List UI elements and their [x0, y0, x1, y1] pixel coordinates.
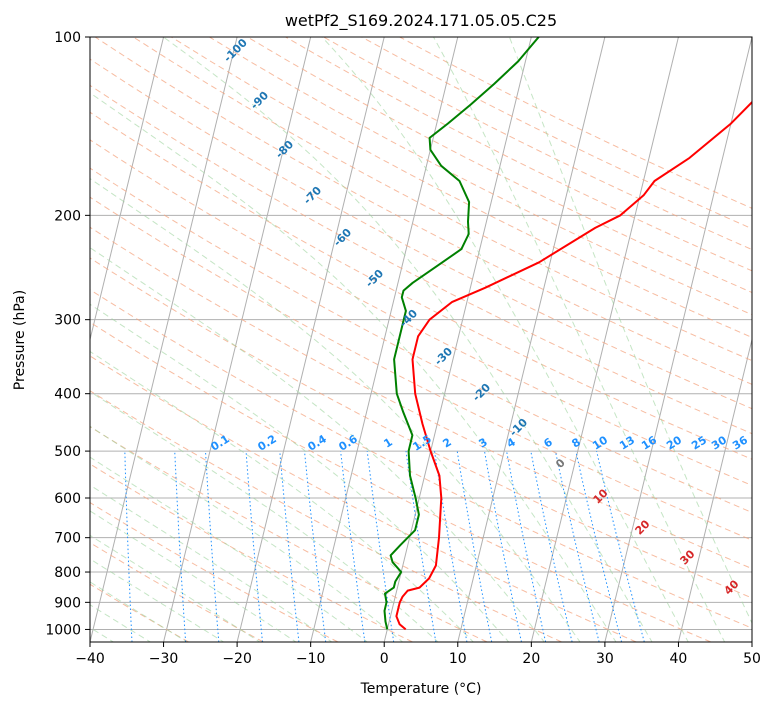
x-tick-label: −20 [222, 651, 252, 667]
dry-adiabat-line [132, 37, 752, 362]
dry-adiabat-line [90, 355, 637, 642]
x-tick-label: 50 [743, 651, 761, 667]
isotherm-line [604, 37, 752, 642]
mixing-ratio-line [304, 451, 327, 642]
y-tick-label: 1000 [45, 622, 81, 638]
dry-adiabat-line [90, 111, 752, 460]
x-tick-label: 0 [380, 651, 389, 667]
mixing-ratio-line [456, 451, 493, 642]
x-tick-label: 10 [449, 651, 467, 667]
x-tick-label: −40 [75, 651, 105, 667]
moist-adiabat-line [90, 390, 439, 642]
dry-adiabat-line [90, 58, 752, 410]
dry-adiabat-line [90, 196, 752, 541]
dry-adiabat-line [90, 463, 413, 642]
x-tick-label: −10 [296, 651, 326, 667]
moist-adiabat-line [90, 247, 545, 642]
x-axis-label: Temperature (°C) [360, 681, 482, 697]
dry-adiabat-line [90, 321, 711, 642]
y-tick-label: 800 [54, 565, 81, 581]
background-reference-lines [90, 37, 752, 642]
x-tick-label: 20 [522, 651, 540, 667]
y-tick-label: 300 [54, 313, 81, 329]
dewpoint-profile-line [383, 37, 540, 630]
x-tick-label: 40 [670, 651, 688, 667]
y-tick-label: 700 [54, 531, 81, 547]
axis-ticks: −40 −30 −20 −10 0 10 20 30 40 50 100 200 300 400 500 60… [45, 30, 761, 667]
moist-adiabat-line [90, 484, 333, 642]
moist-adiabat-line [90, 456, 369, 642]
dry-adiabat-line [90, 226, 752, 570]
sounding-profiles [383, 37, 752, 631]
mixing-ratio-line [366, 451, 395, 642]
mixing-ratio-line [530, 451, 573, 642]
dry-adiabat-line [247, 37, 752, 294]
isotherm-line [677, 337, 752, 642]
y-axis-label: Pressure (hPa) [12, 290, 28, 390]
isotherm-line [530, 37, 679, 642]
mixing-ratio-line [506, 451, 547, 642]
dry-adiabat-line [90, 167, 752, 514]
isotherm-line [236, 37, 385, 642]
x-tick-label: −30 [149, 651, 179, 667]
dry-adiabat-line [90, 390, 562, 642]
mixing-ratio-line [596, 450, 645, 642]
mixing-ratio-line [245, 451, 263, 642]
y-tick-label: 100 [54, 30, 81, 46]
y-tick-label: 500 [54, 444, 81, 460]
moist-adiabat-line [433, 37, 726, 642]
y-tick-label: 400 [54, 387, 81, 403]
mixing-ratio-line [405, 451, 437, 642]
chart-title: wetPf2_S169.2024.171.05.05.C25 [285, 11, 557, 31]
y-tick-label: 900 [54, 595, 81, 611]
moist-adiabat-line [90, 581, 189, 642]
x-tick-label: 30 [596, 651, 614, 667]
isotherm-line [457, 37, 606, 642]
moist-adiabat-line [90, 92, 617, 642]
moist-adiabat-line [90, 303, 510, 642]
y-tick-label: 600 [54, 491, 81, 507]
mixing-ratio-line [340, 451, 366, 642]
moist-adiabat-line [321, 37, 689, 642]
mixing-ratio-line [554, 450, 600, 642]
moist-adiabat-line [508, 37, 752, 625]
isotherm-line [163, 37, 312, 642]
temperature-profile-line [395, 100, 752, 631]
mixing-ratio-line [575, 450, 623, 642]
mixing-ratio-line [279, 451, 300, 642]
dry-adiabat-line [90, 84, 752, 435]
isotherm-line [90, 37, 238, 642]
dry-adiabat-line [90, 583, 189, 642]
mixing-ratio-line [484, 451, 522, 642]
y-tick-label: 200 [54, 208, 81, 224]
dry-adiabat-line [171, 37, 752, 338]
plot-frame [89, 36, 753, 643]
isotherm-line [383, 37, 532, 642]
